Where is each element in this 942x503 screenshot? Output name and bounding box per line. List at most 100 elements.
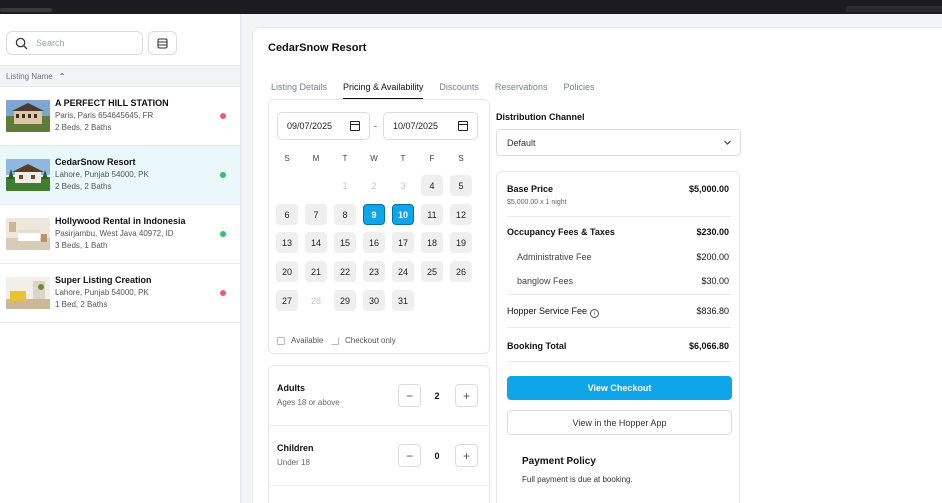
status-dot [220, 231, 226, 237]
listing-thumbnail [6, 218, 50, 250]
calendar-day[interactable]: 6 [276, 204, 298, 225]
window-top-bar [0, 0, 942, 14]
service-fee-label: Hopper Service Fee [507, 306, 588, 316]
calendar-day[interactable]: 13 [276, 232, 298, 253]
calendar-day-selected[interactable]: 9 [363, 204, 385, 225]
guest-selector: Adults Ages 18 or above − 2 + Children U… [268, 365, 490, 503]
calendar-day[interactable]: 30 [363, 290, 385, 311]
filter-button[interactable] [148, 31, 177, 55]
view-checkout-button[interactable]: View Checkout [507, 376, 732, 400]
minus-icon: − [405, 388, 413, 403]
calendar-day[interactable]: 20 [276, 261, 298, 282]
weekday-label: W [370, 154, 378, 163]
listing-name-column-header[interactable]: Listing Name ⌃ [0, 65, 240, 87]
booking-total-label: Booking Total [507, 341, 567, 351]
distribution-channel-select[interactable]: Default [496, 129, 741, 156]
calendar-day[interactable]: 8 [334, 204, 356, 225]
status-dot [220, 113, 226, 119]
calendar-day[interactable]: 24 [392, 261, 414, 282]
children-count: 0 [434, 451, 440, 461]
calendar-day[interactable]: 26 [450, 261, 472, 282]
calendar-day[interactable]: 18 [421, 232, 443, 253]
calendar-day[interactable]: 14 [305, 232, 327, 253]
occupancy-fees-value: $230.00 [696, 227, 729, 237]
tab-reservations[interactable]: Reservations [494, 82, 548, 92]
listing-row[interactable]: Super Listing Creation Lahore, Punjab 54… [0, 264, 240, 323]
calendar-day[interactable]: 17 [392, 232, 414, 253]
divider [269, 425, 489, 426]
calendar-day: 3 [400, 180, 406, 191]
weekday-label: F [429, 154, 435, 163]
children-decrement-button[interactable]: − [398, 444, 421, 467]
search-icon [15, 37, 28, 49]
listing-row[interactable]: Hollywood Rental in Indonesia Pasirjambu… [0, 205, 240, 264]
calendar-day: 28 [310, 295, 321, 306]
adults-count: 2 [434, 391, 440, 401]
calendar-day[interactable]: 31 [392, 290, 414, 311]
tab-policies[interactable]: Policies [563, 82, 595, 92]
banglow-fee-label: banglow Fees [517, 276, 574, 286]
date-separator: - [374, 121, 377, 131]
booking-total-value: $6,066.80 [688, 341, 729, 351]
calendar-day[interactable]: 21 [305, 261, 327, 282]
page-title: CedarSnow Resort [268, 42, 367, 54]
legend-available: Available [277, 336, 323, 345]
tab-listing-details[interactable]: Listing Details [271, 82, 328, 92]
window-control-stub [846, 6, 942, 12]
check-in-date-input[interactable]: 09/07/2025 [277, 112, 370, 140]
weekday-label: T [342, 154, 348, 163]
check-out-date-input[interactable]: 10/07/2025 [383, 112, 478, 140]
listing-thumbnail [6, 277, 50, 309]
check-in-value: 09/07/2025 [287, 121, 333, 131]
chevron-down-icon [724, 140, 731, 145]
base-price-value: $5,000.00 [688, 184, 729, 194]
status-dot [220, 290, 226, 296]
calendar-day[interactable]: 25 [421, 261, 443, 282]
info-icon[interactable]: i [590, 309, 600, 318]
calendar-day[interactable]: 15 [334, 232, 356, 253]
listing-address: Lahore, Punjab 54000, PK [55, 170, 149, 179]
calendar-day[interactable]: 22 [334, 261, 356, 282]
listing-thumbnail [6, 159, 50, 191]
distribution-channel-label: Distribution Channel [496, 112, 585, 122]
view-in-app-button[interactable]: View in the Hopper App [507, 410, 732, 435]
service-fee-row: Hopper Service Fee i [507, 306, 600, 318]
calendar-day[interactable]: 12 [450, 204, 472, 225]
calendar-day[interactable]: 23 [363, 261, 385, 282]
listing-address: Lahore, Punjab 54000, PK [55, 288, 149, 297]
calendar-day[interactable]: 4 [421, 175, 443, 196]
legend-swatch-available [277, 336, 285, 345]
listing-address: Paris, Paris 654645645, FR [55, 111, 154, 120]
tab-pricing-availability[interactable]: Pricing & Availability [343, 82, 424, 99]
distribution-channel-value: Default [507, 137, 536, 148]
calendar-day[interactable]: 5 [450, 175, 472, 196]
check-out-value: 10/07/2025 [393, 121, 439, 131]
calendar-day: 2 [371, 180, 377, 191]
tab-bar: Listing Details Pricing & Availability D… [271, 82, 610, 99]
adults-decrement-button[interactable]: − [398, 384, 421, 407]
calendar-day[interactable]: 11 [421, 204, 443, 225]
calendar-day[interactable]: 27 [276, 290, 298, 311]
listing-details: 3 Beds, 1 Bath [55, 241, 108, 250]
listing-row[interactable]: CedarSnow Resort Lahore, Punjab 54000, P… [0, 146, 240, 205]
calendar-day[interactable]: 16 [363, 232, 385, 253]
window-tab-stub [0, 8, 52, 12]
legend-checkout-only: Checkout only [331, 336, 396, 345]
calendar-day[interactable]: 7 [305, 204, 327, 225]
adults-increment-button[interactable]: + [455, 384, 478, 407]
plus-icon: + [462, 388, 470, 403]
children-increment-button[interactable]: + [455, 444, 478, 467]
adults-sublabel: Ages 18 or above [277, 398, 340, 407]
tab-discounts[interactable]: Discounts [439, 82, 479, 92]
administrative-fee-value: $200.00 [696, 252, 729, 262]
calendar-day[interactable]: 29 [334, 290, 356, 311]
children-sublabel: Under 18 [277, 458, 310, 467]
listing-details: 2 Beds, 2 Baths [55, 123, 112, 132]
search-input[interactable]: Search [6, 31, 143, 55]
listing-row[interactable]: A PERFECT HILL STATION Paris, Paris 6546… [0, 87, 240, 146]
calendar-day-selected[interactable]: 10 [392, 204, 414, 225]
payment-policy-text: Full payment is due at booking. [522, 475, 633, 484]
divider [269, 485, 489, 486]
calendar-day[interactable]: 19 [450, 232, 472, 253]
